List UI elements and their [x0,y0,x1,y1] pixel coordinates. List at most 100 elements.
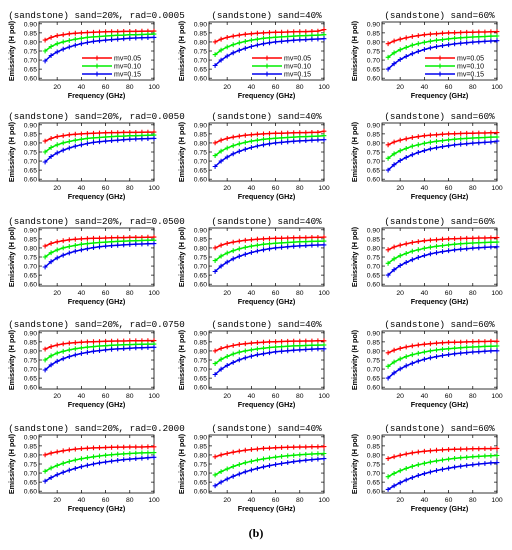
x-tick-label: 60 [272,84,280,91]
y-tick-label: 0.60 [367,282,380,289]
series-marker [279,461,284,466]
x-tick-label: 100 [318,393,330,400]
series-marker [79,35,84,41]
series-marker [273,240,278,246]
series-marker [66,340,72,346]
x-axis-label: Frequency (GHz) [411,504,469,513]
series-marker [422,47,427,52]
y-tick-label: 0.60 [194,385,207,392]
y-axis-label: Emissivity (H pol) [7,20,16,81]
series-marker [291,239,297,245]
x-tick-label: 100 [148,185,160,192]
series-marker [397,137,403,143]
series-marker [218,356,224,362]
y-tick-label: 0.75 [194,462,207,469]
series-marker [261,35,266,41]
series-marker [151,454,157,460]
series-marker [422,39,427,45]
series-marker [488,38,494,44]
series-marker [464,339,470,345]
series-marker [494,29,500,34]
series-marker [224,363,230,368]
series-marker [255,131,260,137]
series-marker [249,145,254,150]
series-marker [261,142,266,148]
series-marker [224,35,230,40]
series-marker [60,460,66,466]
x-tick-label: 60 [102,185,110,192]
series-marker [249,447,254,452]
series-marker [79,142,84,148]
series-marker [151,444,157,450]
y-tick-label: 0.90 [367,21,380,28]
series-marker [42,37,48,43]
series-marker [309,346,315,352]
series-marker [285,34,291,39]
series-marker [279,29,284,35]
series-marker [66,139,72,144]
series-marker [285,240,291,245]
series-marker [66,44,72,50]
series-marker [48,353,54,359]
series-marker [458,463,464,469]
series-marker [267,35,272,41]
y-tick-label: 0.60 [194,177,207,184]
series-marker [440,30,445,36]
series-marker [60,32,66,38]
series-marker [133,136,139,142]
series-marker [291,338,297,344]
plot-frame [208,434,325,494]
x-tick-label: 20 [223,185,231,192]
series-marker [267,241,272,247]
plot-frame [208,330,325,390]
series-marker [315,338,321,344]
panel-5: (sandstone) sand=40% 0.60 0.65 0.70 0.75 0.80… [177,111,330,201]
series-marker [482,461,488,466]
series-marker [422,448,427,454]
series-marker [212,52,218,57]
series-marker [109,338,114,344]
y-tick-label: 0.65 [367,273,380,280]
series-marker [230,151,236,157]
series-marker [452,247,457,253]
series-marker [415,350,421,356]
series-marker [224,136,230,141]
series-marker [218,346,224,351]
series-marker [79,131,84,137]
x-axis-label: Frequency (GHz) [68,91,126,100]
series-marker [458,136,464,142]
x-tick-label: 20 [53,290,61,297]
series-marker [476,245,482,251]
series-marker [97,343,102,349]
series-marker [446,352,451,357]
x-tick-label: 60 [102,290,110,297]
y-axis-label: Emissivity (H pol) [177,433,186,494]
series-marker [224,451,230,456]
series-marker [139,136,145,142]
series-marker [321,137,327,143]
series-marker [91,339,96,345]
series-marker [79,339,84,345]
series-marker [409,42,415,48]
series-marker [48,136,54,141]
series-marker [267,463,272,468]
legend-marker [94,63,100,69]
series-marker [397,452,403,458]
panel-2: (sandstone) sand=40% 0.60 0.65 0.70 0.75 0.80… [177,10,330,100]
x-tick-label: 60 [445,497,453,504]
series-marker [291,347,297,353]
y-tick-label: 0.75 [367,462,380,469]
x-axis-label: Frequency (GHz) [238,91,296,100]
series-marker [470,349,476,355]
series-marker [127,242,133,247]
y-tick-label: 0.75 [367,255,380,262]
series-marker [321,36,327,42]
series-marker [230,449,236,455]
series-marker [291,243,297,249]
series-marker [97,235,102,241]
series-marker [446,465,451,471]
series-marker [261,456,266,462]
series-marker [391,483,397,489]
series-marker [494,33,500,39]
legend-label: mv=0.05 [284,56,311,63]
